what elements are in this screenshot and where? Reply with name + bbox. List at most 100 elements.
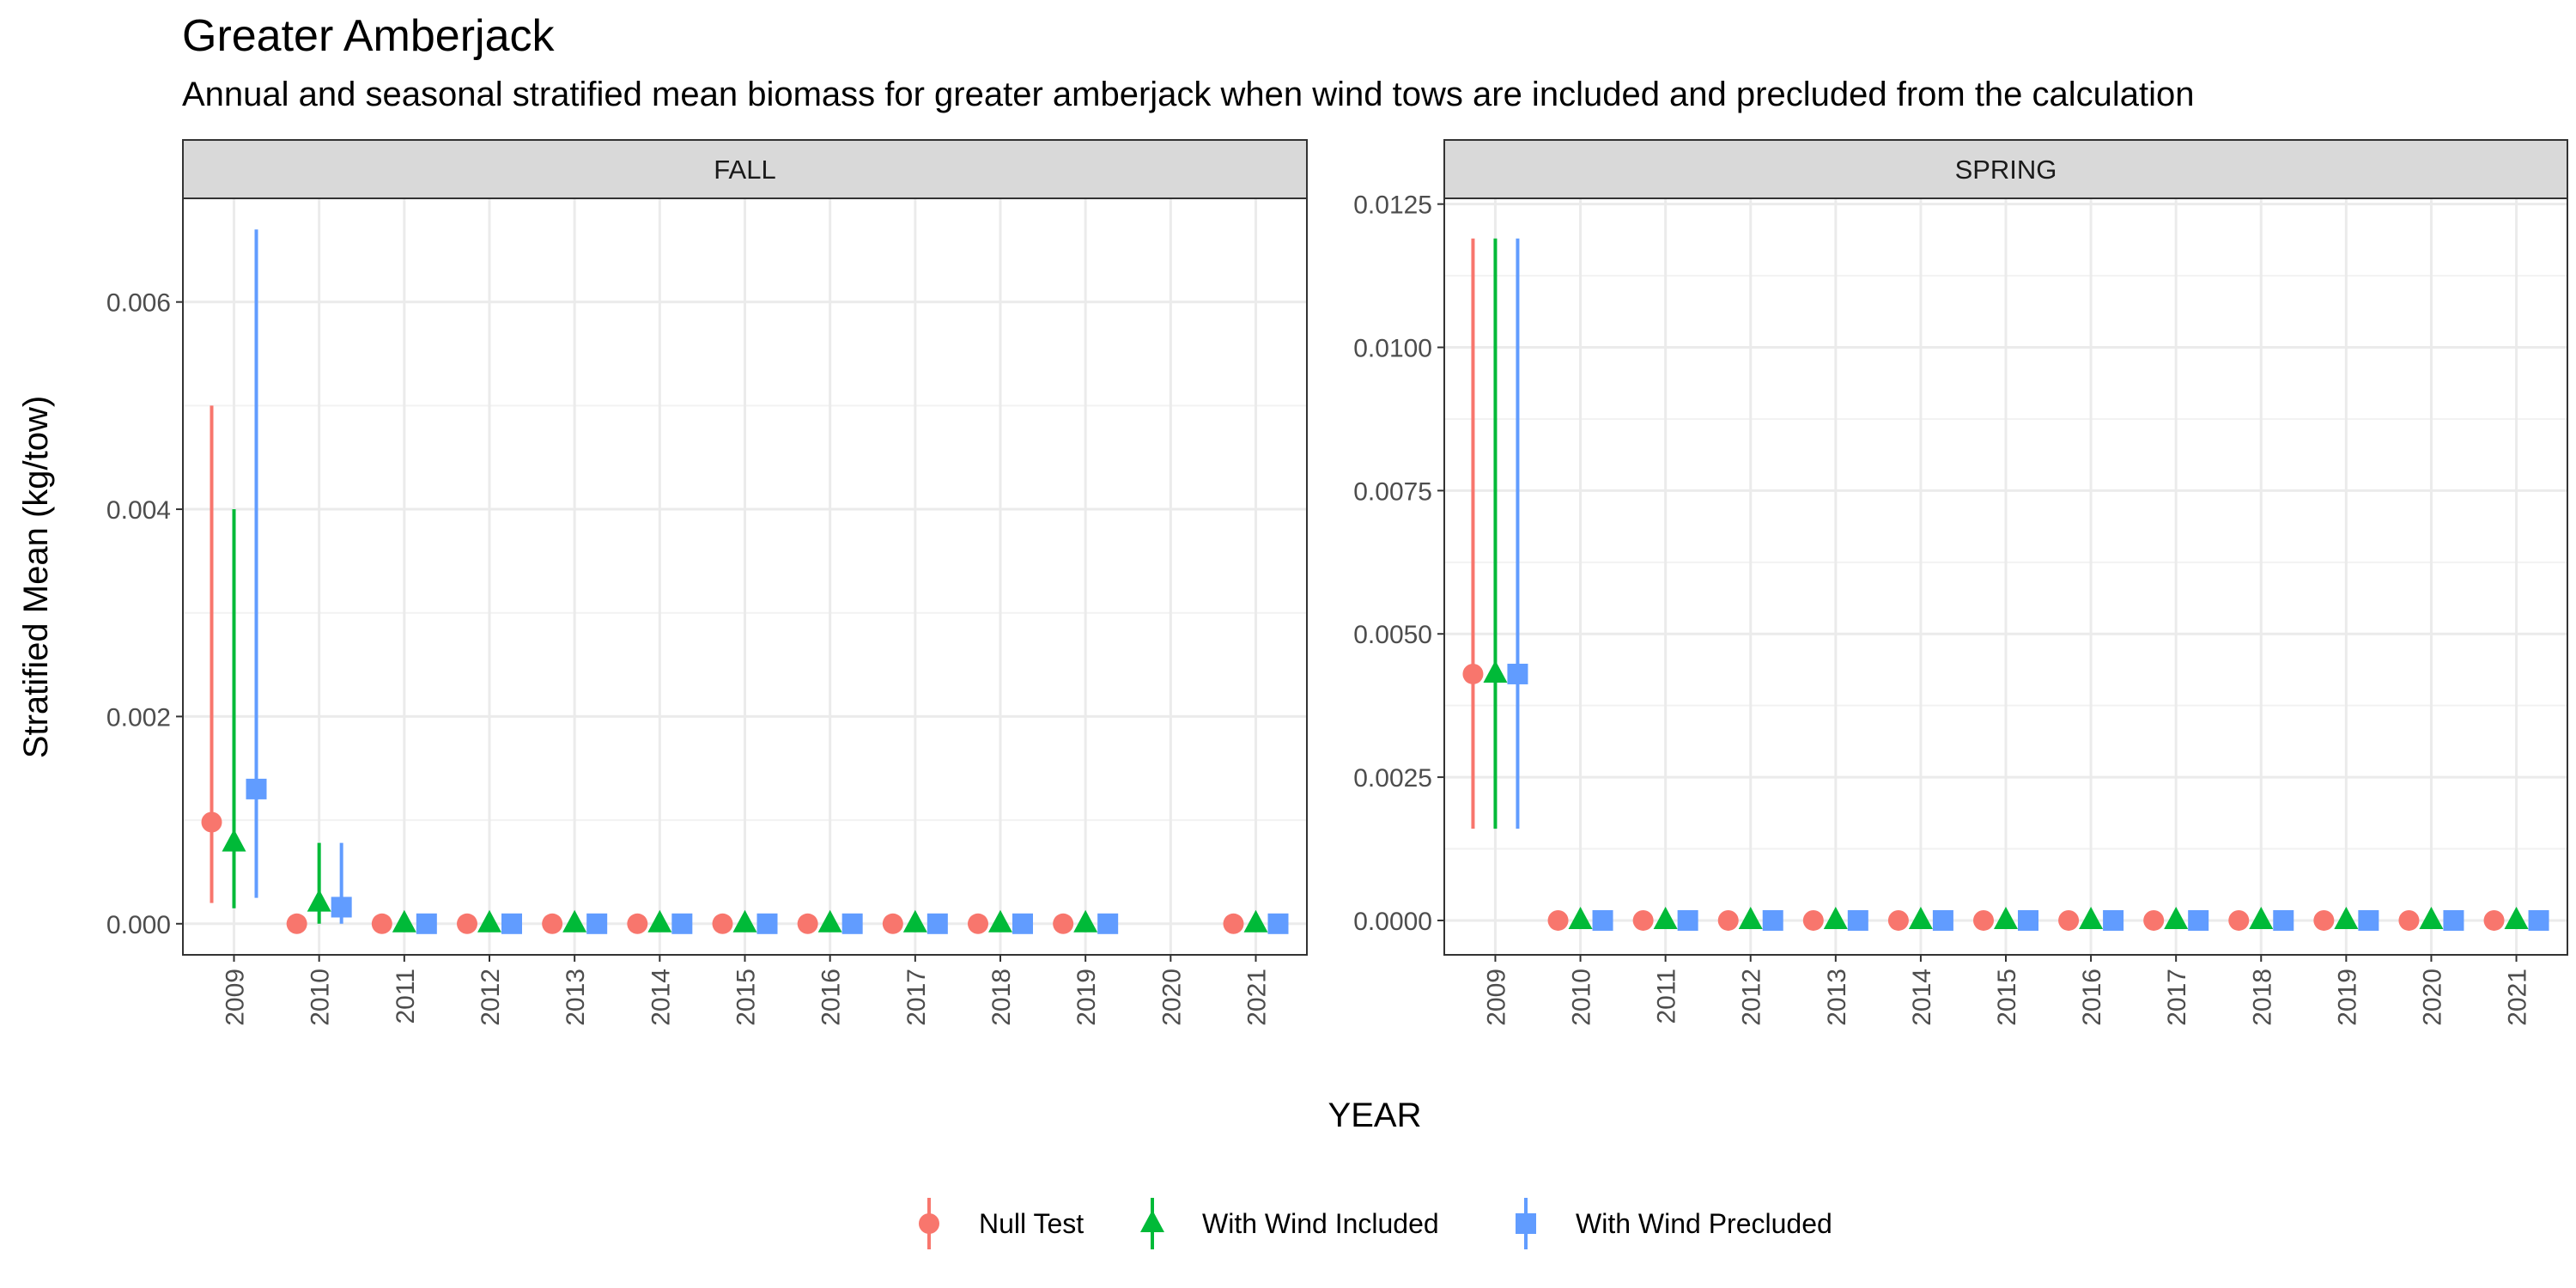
legend-item-with-wind-included: With Wind Included [1140, 1198, 1439, 1249]
facet-strip-label: SPRING [1955, 155, 2057, 185]
data-point [392, 909, 416, 933]
data-point [732, 909, 757, 933]
facet-strip-label: FALL [714, 155, 775, 185]
x-tick-label: 2021 [1243, 969, 1272, 1026]
data-point [1973, 909, 1994, 931]
data-point [627, 913, 648, 934]
x-tick-label: 2016 [2078, 969, 2106, 1026]
legend-label: With Wind Included [1202, 1208, 1439, 1239]
x-tick-label: 2019 [1072, 969, 1101, 1026]
data-point [2249, 906, 2274, 929]
data-point [1887, 909, 1909, 931]
data-point [331, 896, 352, 918]
x-tick-label: 2017 [902, 969, 931, 1026]
x-tick-label: 2010 [1568, 969, 1596, 1026]
data-point [416, 913, 437, 934]
y-tick-label: 0.000 [106, 911, 171, 939]
data-point [902, 909, 927, 933]
data-point [1592, 909, 1613, 931]
data-point [2443, 909, 2464, 931]
chart-subtitle: Annual and seasonal stratified mean biom… [182, 76, 2195, 113]
data-point [1802, 909, 1824, 931]
y-tick-label: 0.0075 [1353, 477, 1432, 506]
y-tick-label: 0.0025 [1353, 764, 1432, 793]
panel-spring: 0.0000 0.0025 0.0050 0.0075 0.0100 0.0125 2009… [1353, 139, 2568, 1026]
data-point [1223, 913, 1244, 934]
legend-item-with-wind-precluded: With Wind Precluded [1516, 1198, 1832, 1249]
legend-key-triangle [1140, 1210, 1164, 1232]
data-point [562, 909, 587, 933]
data-point [586, 913, 608, 934]
data-point [2419, 906, 2444, 929]
data-point [2504, 906, 2529, 929]
x-tick-label: 2011 [392, 969, 420, 1024]
y-tick-label: 0.0100 [1353, 335, 1432, 363]
data-point [1762, 909, 1783, 931]
x-tick-label: 2012 [1738, 969, 1766, 1026]
data-point [1717, 909, 1739, 931]
data-point [1932, 909, 1953, 931]
data-point [477, 909, 501, 933]
x-tick-label: 2018 [2248, 969, 2276, 1026]
x-tick-label: 2010 [307, 969, 335, 1026]
x-tick-label: 2009 [222, 969, 250, 1026]
series-with-wind-precluded [1507, 238, 2549, 931]
chart-title: Greater Amberjack [182, 11, 555, 61]
data-point [1738, 906, 1763, 929]
data-point [988, 909, 1012, 933]
y-axis-title: Stratified Mean (kg/tow) [17, 396, 55, 758]
y-tick-label: 0.006 [106, 289, 171, 318]
x-tick-label: 2020 [2418, 969, 2446, 1026]
data-point [1053, 913, 1074, 934]
data-point [927, 913, 948, 934]
legend-item-null-test: Null Test [919, 1198, 1084, 1249]
data-point [1243, 909, 1268, 933]
data-point [222, 829, 246, 852]
data-point [246, 778, 267, 799]
data-point [882, 913, 903, 934]
data-point [1677, 909, 1698, 931]
y-tick-label: 0.002 [106, 703, 171, 732]
y-tick-label: 0.004 [106, 496, 171, 525]
legend-label: With Wind Precluded [1576, 1208, 1832, 1239]
data-point [2483, 909, 2505, 931]
x-tick-label: 2014 [647, 969, 675, 1026]
data-point [1908, 906, 1933, 929]
data-point [2143, 909, 2165, 931]
data-point [2079, 906, 2104, 929]
x-tick-label: 2009 [1482, 969, 1510, 1026]
x-tick-label: 2012 [477, 969, 505, 1026]
data-point [2334, 906, 2359, 929]
series-with-wind-precluded [246, 229, 1289, 934]
data-point [286, 913, 307, 934]
x-tick-label: 2018 [987, 969, 1016, 1026]
data-point [542, 913, 563, 934]
x-tick-label: 2016 [817, 969, 846, 1026]
data-point [1823, 906, 1848, 929]
x-tick-label: 2011 [1653, 969, 1681, 1024]
data-point [1507, 663, 1528, 684]
data-point [2188, 909, 2209, 931]
x-tick-label: 2013 [562, 969, 590, 1026]
x-tick-label: 2014 [1908, 969, 1936, 1026]
data-point [2103, 909, 2124, 931]
x-tick-label: 2013 [1823, 969, 1851, 1026]
data-point [1994, 906, 2018, 929]
data-point [2358, 909, 2379, 931]
data-point [201, 811, 222, 833]
series-with-wind-included [222, 509, 1268, 933]
facet-strip [1443, 139, 2568, 199]
data-point [371, 913, 392, 934]
legend-key-square [1516, 1213, 1536, 1234]
x-tick-label: 2019 [2333, 969, 2361, 1026]
data-point [307, 889, 331, 912]
data-point [1462, 663, 1484, 684]
panel-fall: 0.000 0.002 0.004 0.006 2009 2010 2011 2012 2013… [106, 139, 1308, 1026]
data-point [647, 909, 672, 933]
y-tick-label: 0.0050 [1353, 621, 1432, 649]
series-null-test [201, 405, 1244, 934]
data-point [671, 913, 693, 934]
data-point [1267, 913, 1289, 934]
y-tick-label: 0.0125 [1353, 191, 1432, 220]
